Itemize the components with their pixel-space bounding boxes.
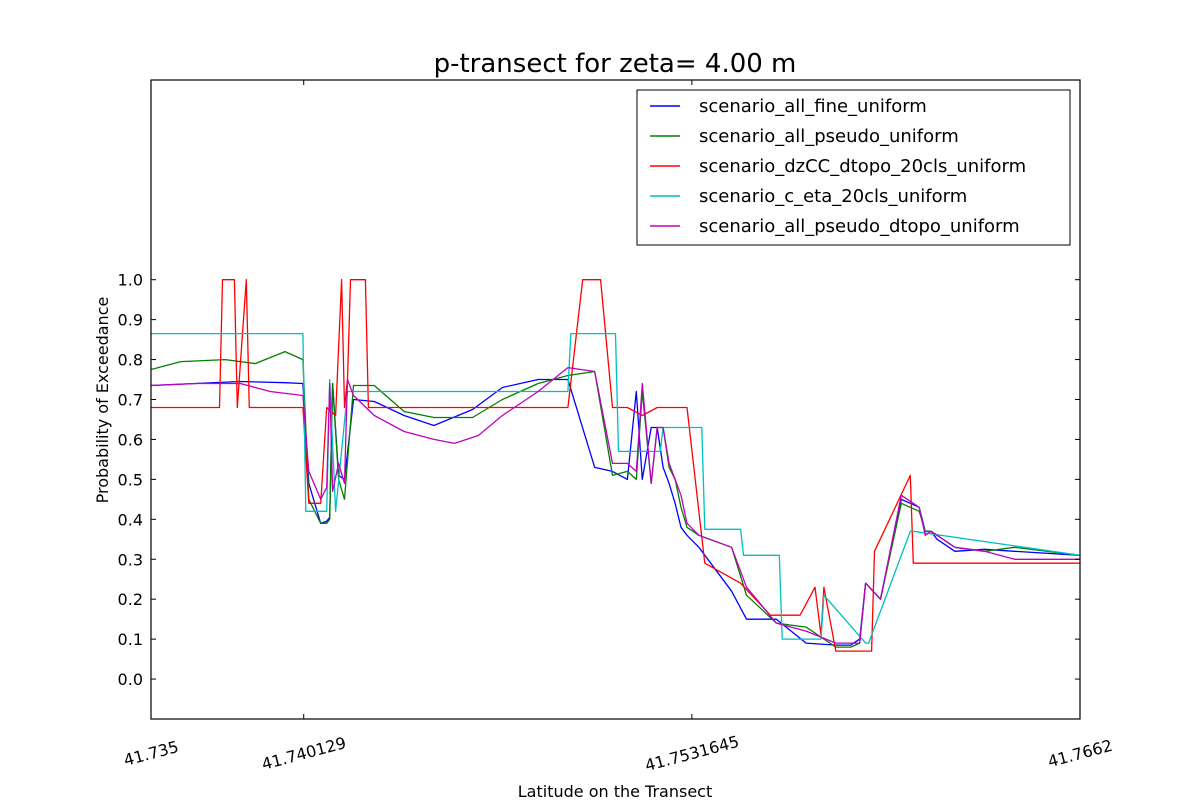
y-tick-label: 0.5 <box>118 470 143 489</box>
y-tick-label: 0.4 <box>118 510 143 529</box>
legend-label: scenario_c_eta_20cls_uniform <box>699 186 967 207</box>
series-line-4 <box>151 366 1080 644</box>
y-tick-label: 1.0 <box>118 271 143 290</box>
legend: scenario_all_fine_uniform scenario_all_ps… <box>636 89 1071 246</box>
legend-items: scenario_all_fine_uniform scenario_all_ps… <box>650 96 1026 237</box>
y-tick-label: 0.1 <box>118 630 143 649</box>
ticks-layer: 0.00.10.20.30.40.50.60.70.80.91.041.735 4… <box>118 80 1115 775</box>
y-tick-label: 0.3 <box>118 550 143 569</box>
legend-label: scenario_all_pseudo_uniform <box>699 126 959 147</box>
legend-label: scenario_all_pseudo_dtopo_uniform <box>699 216 1020 237</box>
series-line-2 <box>151 279 1080 652</box>
y-axis-label: Probability of Exceedance <box>93 297 112 504</box>
plot-area: 0.00.10.20.30.40.50.60.70.80.91.041.735 4… <box>118 79 1115 775</box>
x-axis-label: Latitude on the Transect <box>518 782 713 800</box>
y-tick-label: 0.7 <box>118 391 143 410</box>
y-tick-label: 0.0 <box>118 670 143 689</box>
legend-label: scenario_dzCC_dtopo_20cls_uniform <box>699 156 1026 177</box>
y-tick-label: 0.6 <box>118 430 143 449</box>
y-tick-label: 0.2 <box>118 590 143 609</box>
legend-box <box>636 89 1071 246</box>
legend-label: scenario_all_fine_uniform <box>699 96 927 117</box>
y-tick-label: 0.9 <box>118 311 143 330</box>
chart-title: p-transect for zeta= 4.00 m <box>434 49 797 79</box>
y-tick-label: 0.8 <box>118 351 143 370</box>
series-layer <box>151 279 1080 652</box>
